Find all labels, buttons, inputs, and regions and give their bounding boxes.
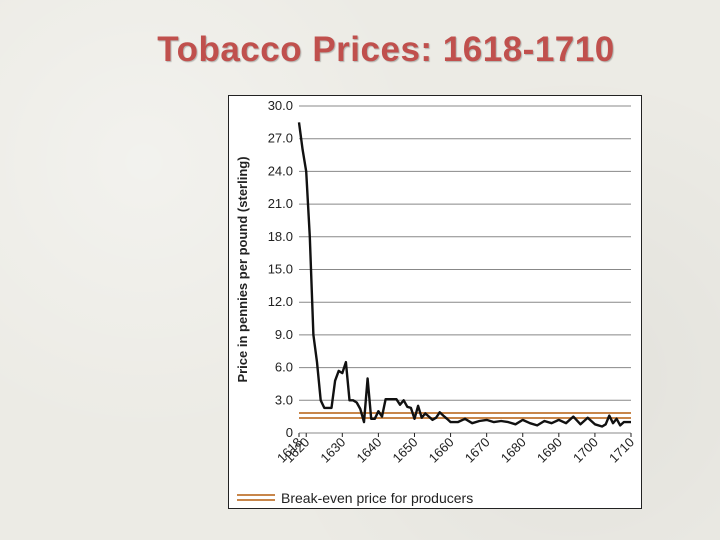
x-tick-label: 1700 [570, 435, 601, 466]
x-tick-label: 1710 [606, 435, 637, 466]
y-tick-label: 18.0 [268, 229, 293, 244]
y-tick-label: 9.0 [275, 327, 293, 342]
slide-title: Tobacco Prices: 1618-1710 [157, 30, 615, 69]
x-tick-label: 1630 [317, 435, 348, 466]
series-layer [297, 122, 631, 428]
legend-label: Break-even price for producers [281, 490, 473, 506]
y-tick-label: 12.0 [268, 294, 293, 309]
y-tick-label: 6.0 [275, 360, 293, 375]
y-tick-label: 27.0 [268, 131, 293, 146]
chart-panel: 0 3.0 6.0 9.0 12.0 15.0 18.0 21.0 24.0 27.0 30.0 1… [228, 95, 642, 509]
y-tick-label: 21.0 [268, 196, 293, 211]
y-tick-labels: 0 3.0 6.0 9.0 12.0 15.0 18.0 21.0 24.0 27.0 30.0 [268, 98, 293, 440]
price-series-line [297, 122, 631, 428]
y-tick-label: 24.0 [268, 163, 293, 178]
x-tick-label: 1640 [353, 435, 384, 466]
x-tick-label: 1680 [498, 435, 529, 466]
x-tick-label: 1650 [390, 435, 421, 466]
y-tick-label: 3.0 [275, 392, 293, 407]
y-axis-title: Price in pennies per pound (sterling) [235, 156, 250, 382]
x-tick-label: 1690 [534, 435, 565, 466]
x-tick-label: 1670 [462, 435, 493, 466]
legend: Break-even price for producers [237, 490, 473, 506]
x-tick-label: 1660 [426, 435, 457, 466]
break-even-band-layer [299, 412, 631, 420]
y-tick-label: 15.0 [268, 262, 293, 277]
y-tick-label: 0 [286, 425, 293, 440]
y-tick-label: 30.0 [268, 98, 293, 113]
tobacco-price-chart: 0 3.0 6.0 9.0 12.0 15.0 18.0 21.0 24.0 27.0 30.0 1… [235, 98, 637, 506]
